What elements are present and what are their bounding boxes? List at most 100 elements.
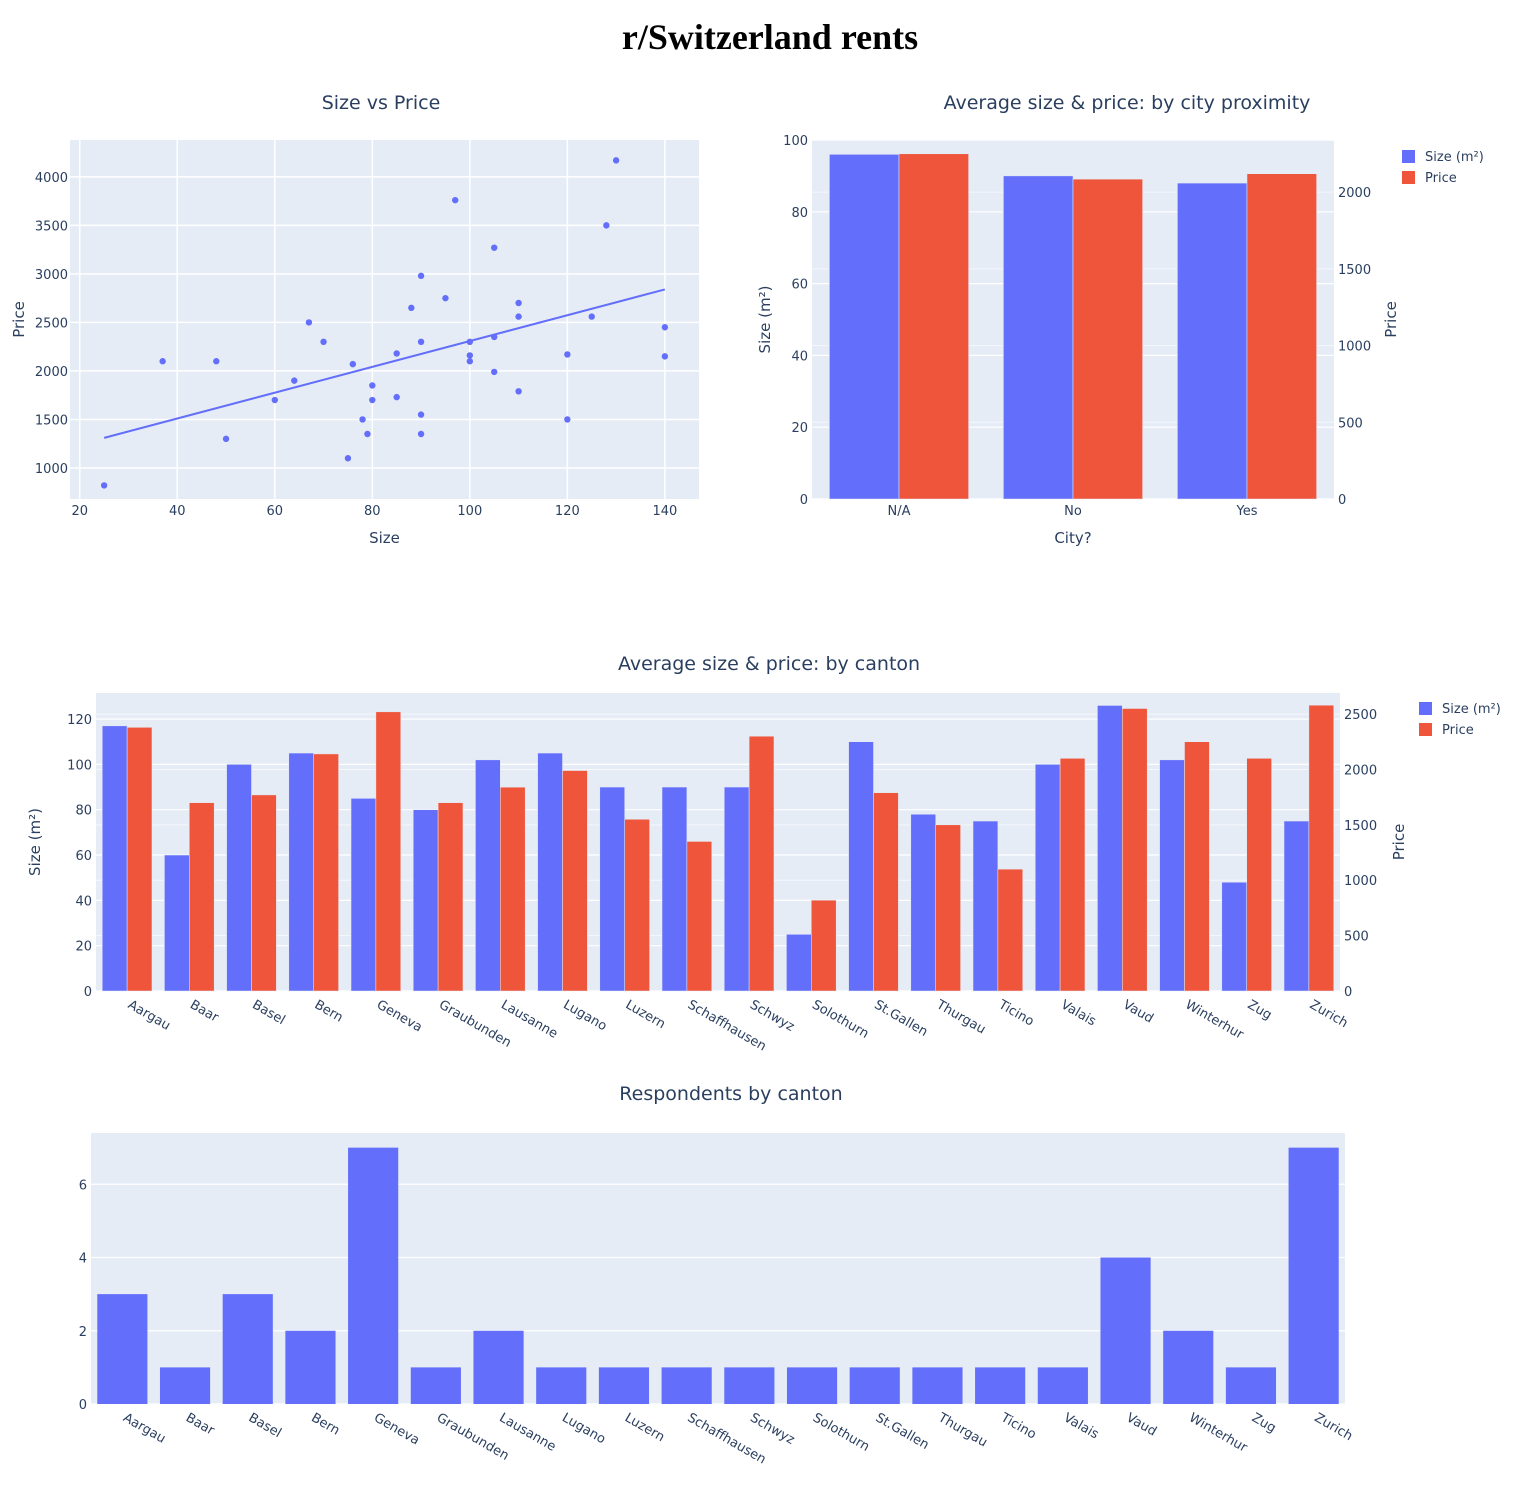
city-bar-size bbox=[1003, 175, 1074, 500]
canton-bar-price bbox=[313, 753, 339, 992]
scatter-point bbox=[515, 313, 522, 320]
scatter-x-tick-label: 80 bbox=[364, 504, 381, 519]
scatter-point bbox=[393, 350, 400, 357]
canton-y2-tick-label: 2500 bbox=[1344, 708, 1377, 723]
scatter-point bbox=[452, 196, 459, 204]
city-y2-tick-label: 500 bbox=[1338, 416, 1363, 431]
scatter-point bbox=[291, 377, 298, 384]
scatter-point bbox=[466, 338, 474, 346]
respondents-bar bbox=[473, 1330, 524, 1404]
canton-x-tick-label: Geneva bbox=[374, 997, 425, 1035]
canton-bar-size bbox=[288, 752, 314, 992]
scatter-point bbox=[515, 299, 522, 307]
scatter-point bbox=[159, 358, 166, 365]
canton-x-tick-label: Solothurn bbox=[809, 997, 871, 1041]
respondents-x-tick-label: Solothurn bbox=[810, 1410, 872, 1454]
scatter-point bbox=[417, 338, 425, 346]
canton-y2-tick-label: 1500 bbox=[1344, 819, 1377, 834]
scatter-point bbox=[369, 396, 376, 404]
canton-bar-price bbox=[1059, 758, 1086, 992]
respondents-plot-area bbox=[91, 1133, 1345, 1404]
respondents-x-tick-label: St.Gallen bbox=[873, 1410, 932, 1452]
canton-bar-size bbox=[599, 786, 625, 992]
respondents-x-tick-label: Geneva bbox=[371, 1410, 422, 1448]
city-y-tick-label: 40 bbox=[791, 349, 808, 364]
canton-bar-price bbox=[873, 792, 899, 992]
canton-x-tick-label: Vaud bbox=[1120, 997, 1156, 1026]
city-y2-tick-label: 1000 bbox=[1338, 340, 1371, 355]
canton-bar-size bbox=[1034, 764, 1061, 992]
city-title: Average size & price: by city proximity bbox=[944, 92, 1311, 114]
city-bar-size bbox=[1177, 182, 1248, 500]
canton-bar-price bbox=[997, 868, 1024, 992]
canton-x-tick-label: Baar bbox=[187, 997, 221, 1025]
canton-bar-size bbox=[412, 809, 439, 992]
scatter-point bbox=[417, 430, 425, 438]
city-bar-price bbox=[1246, 173, 1317, 500]
canton-bar-size bbox=[1221, 881, 1247, 992]
scatter-point bbox=[305, 319, 313, 326]
scatter-point bbox=[588, 313, 595, 320]
canton-legend-swatch-size bbox=[1419, 702, 1432, 715]
scatter-y-tick-label: 3500 bbox=[35, 219, 68, 234]
scatter-point bbox=[466, 352, 474, 359]
scatter-point bbox=[369, 382, 376, 389]
scatter-y-tick-label: 3000 bbox=[35, 268, 68, 283]
respondents-x-tick-label: Schwyz bbox=[747, 1410, 797, 1447]
canton-y2-axis-label: Price bbox=[1390, 824, 1408, 861]
canton-y-tick-label: 100 bbox=[67, 758, 92, 773]
city-y2-tick-label: 2000 bbox=[1338, 186, 1371, 201]
city-legend-label-price: Price bbox=[1425, 171, 1457, 186]
scatter-point bbox=[271, 396, 278, 404]
canton-y2-tick-label: 0 bbox=[1344, 985, 1352, 1000]
canton-legend-label-price: Price bbox=[1442, 723, 1474, 738]
scatter-point bbox=[491, 333, 498, 341]
respondents-bar bbox=[222, 1294, 273, 1404]
respondents-bar bbox=[285, 1330, 336, 1404]
city-x-tick-label: N/A bbox=[888, 504, 911, 519]
scatter-point bbox=[661, 353, 669, 360]
canton-legend-swatch-price bbox=[1419, 723, 1432, 736]
scatter-point bbox=[442, 294, 449, 302]
canton-bar-price bbox=[624, 819, 650, 992]
canton-bar-price bbox=[500, 786, 526, 992]
respondents-bar bbox=[786, 1367, 838, 1404]
respondents-bar bbox=[1037, 1367, 1088, 1404]
scatter-point bbox=[364, 430, 371, 438]
scatter-x-tick-label: 20 bbox=[71, 504, 88, 519]
respondents-bar bbox=[1288, 1147, 1339, 1404]
respondents-x-tick-label: Ticino bbox=[997, 1410, 1038, 1443]
canton-bar-size bbox=[786, 934, 812, 992]
city-x-tick-label: Yes bbox=[1236, 504, 1258, 519]
respondents-bar bbox=[912, 1367, 963, 1404]
scatter-point bbox=[661, 324, 669, 331]
city-y-tick-label: 0 bbox=[800, 493, 808, 508]
scatter-point bbox=[349, 360, 357, 368]
canton-bar-price bbox=[375, 711, 402, 992]
city-bar-price bbox=[1072, 178, 1143, 500]
city-y2-axis-label: Price bbox=[1382, 301, 1400, 338]
scatter-x-tick-label: 40 bbox=[169, 504, 186, 519]
canton-y2-tick-label: 500 bbox=[1344, 930, 1369, 945]
city-x-axis-label: City? bbox=[1054, 529, 1091, 547]
canton-bar-size bbox=[350, 798, 377, 992]
scatter-point bbox=[612, 157, 620, 164]
canton-y-tick-label: 80 bbox=[75, 804, 92, 819]
scatter-x-tick-label: 100 bbox=[457, 504, 482, 519]
canton-bar-price bbox=[748, 735, 775, 992]
canton-y2-tick-label: 1000 bbox=[1344, 874, 1377, 889]
respondents-y-tick-label: 6 bbox=[79, 1178, 87, 1193]
canton-x-tick-label: Ticino bbox=[995, 997, 1036, 1030]
canton-plot-area bbox=[96, 693, 1340, 991]
canton-x-tick-label: Basel bbox=[250, 997, 288, 1028]
respondents-x-tick-label: Bern bbox=[308, 1410, 342, 1438]
respondents-y-tick-label: 2 bbox=[79, 1325, 87, 1340]
canton-bar-size bbox=[661, 786, 688, 992]
canton-x-tick-label: Valais bbox=[1058, 997, 1098, 1029]
respondents-x-tick-label: Zug bbox=[1249, 1410, 1279, 1436]
canton-bar-price bbox=[251, 794, 277, 992]
respondents-bar bbox=[1163, 1330, 1214, 1404]
canton-x-tick-label: St.Gallen bbox=[872, 997, 931, 1039]
canton-bar-size bbox=[164, 854, 190, 992]
